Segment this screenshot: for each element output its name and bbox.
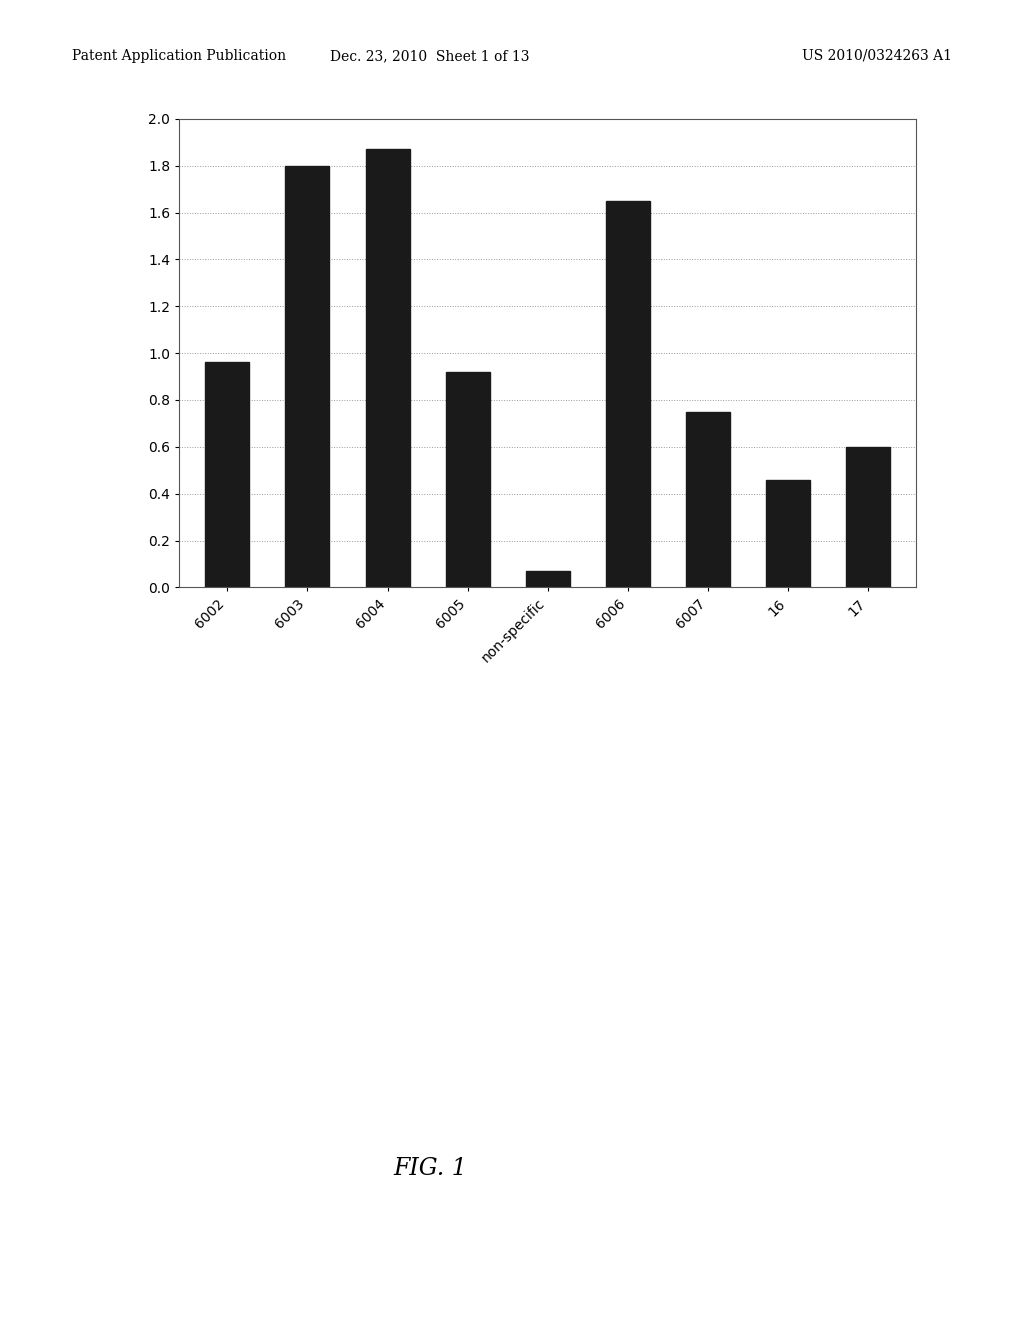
Bar (445, 372, 489, 587)
Bar (286, 165, 330, 587)
Text: Dec. 23, 2010  Sheet 1 of 13: Dec. 23, 2010 Sheet 1 of 13 (331, 49, 529, 63)
Text: Patent Application Publication: Patent Application Publication (72, 49, 286, 63)
Bar (686, 412, 730, 587)
Bar (606, 201, 650, 587)
Bar (366, 149, 410, 587)
Bar (525, 572, 570, 587)
Bar (205, 363, 249, 587)
Text: US 2010/0324263 A1: US 2010/0324263 A1 (803, 49, 952, 63)
Text: FIG. 1: FIG. 1 (393, 1156, 467, 1180)
Bar (847, 446, 891, 587)
Bar (766, 479, 810, 587)
